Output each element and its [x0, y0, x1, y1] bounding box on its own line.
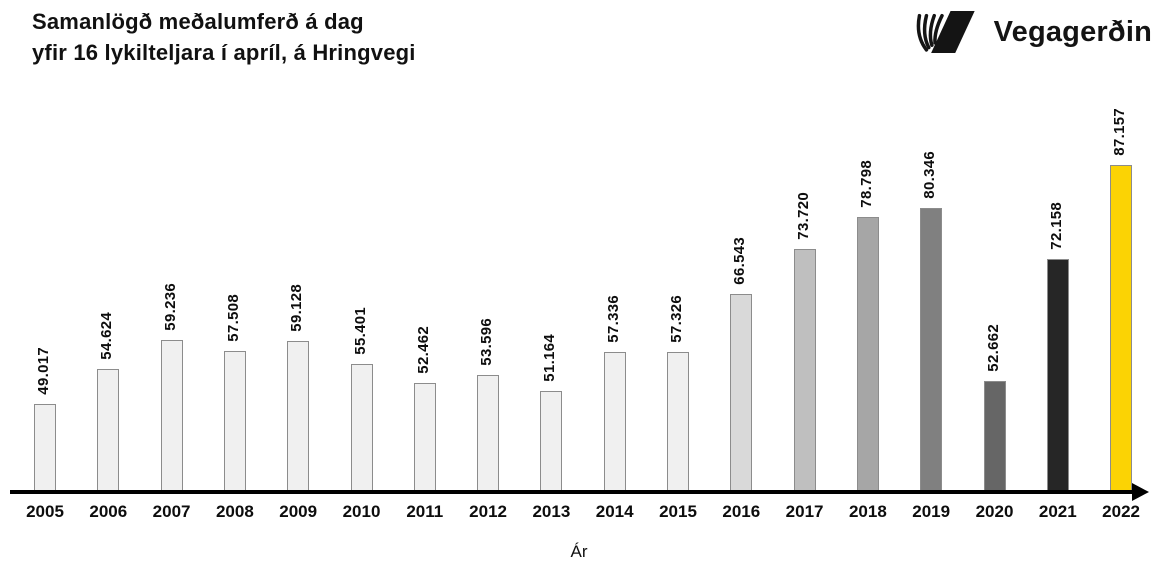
x-axis-tick-2015: 2015: [659, 502, 697, 521]
x-axis-tick-2011: 2011: [406, 502, 444, 521]
x-axis-tick-2012: 2012: [469, 502, 507, 521]
x-axis-tick-2020: 2020: [975, 502, 1014, 521]
bar-2015: [667, 352, 689, 492]
bar-2007: [160, 340, 183, 492]
x-axis-tick-2006: 2006: [89, 502, 128, 521]
bar-2006: [97, 369, 120, 492]
vegagerdin-logo: Vegagerðin: [914, 4, 1152, 60]
bar-value-label-2015: 57.326: [668, 295, 685, 343]
x-axis-tick-2013: 2013: [532, 502, 571, 521]
bar-value-label-2011: 52.462: [414, 326, 432, 374]
x-axis-line: [10, 490, 1136, 494]
x-axis-tick-2022: 2022: [1102, 502, 1140, 521]
x-axis-tick-2007: 2007: [152, 502, 191, 521]
bar-2017: [793, 249, 816, 492]
x-axis-title: Ár: [570, 542, 588, 561]
bar-value-label-2019: 80.346: [921, 151, 939, 199]
bar-value-label-2008: 57.508: [224, 294, 242, 342]
x-axis-tick-2019: 2019: [912, 502, 951, 521]
bar-value-label-2022: 87.157: [1111, 108, 1129, 156]
bar-value-label-2005: 49.017: [35, 347, 52, 395]
bar-2022: [1110, 165, 1133, 492]
bar-2021: [1046, 259, 1069, 492]
bar-value-label-2017: 73.720: [794, 192, 812, 240]
x-axis-tick-2008: 2008: [215, 502, 254, 521]
x-axis-arrow-icon: [1132, 483, 1149, 501]
bar-2016: [730, 294, 753, 492]
bar-value-label-2012: 53.596: [478, 318, 496, 366]
x-axis-tick-2009: 2009: [279, 502, 318, 521]
bar-2012: [477, 375, 500, 492]
bar-2019: [920, 208, 943, 492]
x-axis-tick-2014: 2014: [595, 502, 634, 521]
x-axis-tick-2018: 2018: [848, 502, 887, 521]
logo-text: Vegagerðin: [993, 15, 1152, 48]
vegagerdin-logo-icon: [916, 11, 975, 53]
x-axis-tick-2021: 2021: [1038, 502, 1077, 521]
bar-value-label-2014: 57.336: [604, 295, 622, 343]
bar-2008: [223, 351, 246, 492]
bar-value-label-2009: 59.128: [288, 284, 306, 332]
x-axis-tick-2005: 2005: [26, 502, 64, 521]
page-title-line1: Samanlögð meðalumferð á dag: [32, 9, 364, 34]
bar-value-label-2007: 59.236: [161, 283, 179, 331]
bar-value-label-2018: 78.798: [857, 160, 875, 208]
bar-2013: [540, 391, 563, 492]
bar-value-label-2016: 66.543: [731, 237, 749, 285]
bar-value-label-2020: 52.662: [984, 324, 1002, 372]
bar-2018: [856, 217, 879, 492]
bar-value-label-2006: 54.624: [98, 312, 116, 360]
bar-2005: [34, 404, 56, 492]
x-axis-tick-2010: 2010: [342, 502, 381, 521]
bar-2009: [287, 341, 310, 492]
page-title-line2: yfir 16 lykilteljara í apríl, á Hringveg…: [32, 40, 416, 65]
x-axis-tick-2017: 2017: [785, 502, 824, 521]
bar-2011: [413, 383, 436, 492]
bar-2010: [350, 364, 373, 492]
bar-value-label-2010: 55.401: [351, 307, 369, 355]
bar-2014: [603, 352, 626, 492]
x-axis-tick-2016: 2016: [722, 502, 761, 521]
bar-value-label-2021: 72.158: [1047, 202, 1065, 250]
page-title: Samanlögð meðalumferð á dag yfir 16 lyki…: [32, 6, 416, 68]
bar-value-label-2013: 51.164: [541, 334, 559, 382]
bar-2020: [983, 381, 1006, 492]
